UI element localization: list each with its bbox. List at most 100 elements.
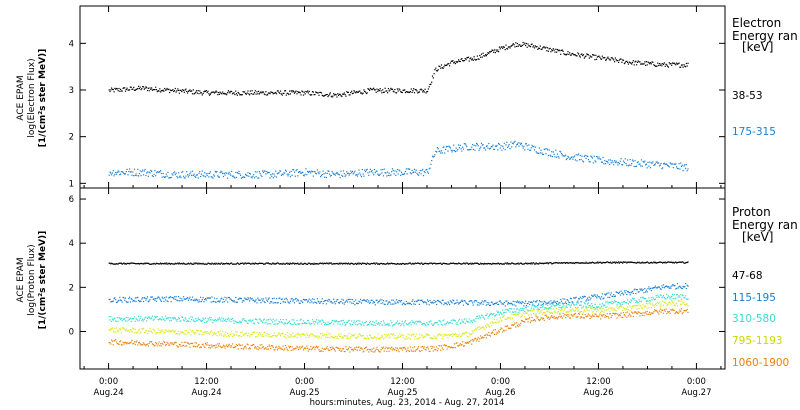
data-point: [172, 297, 174, 299]
data-point: [456, 299, 458, 301]
data-point: [533, 45, 535, 47]
data-point: [529, 310, 532, 312]
data-point: [680, 298, 683, 300]
data-point: [120, 171, 122, 173]
data-point: [220, 170, 222, 172]
data-point: [364, 171, 367, 173]
data-point: [561, 306, 563, 308]
data-point: [636, 161, 638, 164]
data-point: [535, 151, 537, 153]
data-point: [508, 317, 510, 319]
data-point: [200, 320, 202, 322]
data-point: [208, 332, 210, 334]
data-point: [158, 90, 160, 92]
data-point: [397, 173, 399, 175]
data-point: [502, 316, 505, 318]
data-point: [616, 162, 618, 164]
data-point: [572, 53, 574, 55]
data-point: [613, 294, 615, 296]
data-point: [459, 301, 461, 303]
data-point: [484, 300, 486, 302]
data-point: [542, 304, 545, 306]
data-point: [168, 263, 170, 265]
data-point: [393, 263, 395, 265]
data-point: [121, 320, 123, 322]
data-point: [622, 59, 624, 61]
data-point: [525, 44, 527, 47]
data-point: [179, 332, 181, 334]
data-point: [503, 315, 505, 317]
data-point: [316, 92, 318, 94]
data-point: [559, 150, 561, 152]
data-point: [540, 262, 542, 264]
data-point: [636, 305, 638, 307]
data-point: [279, 321, 281, 323]
data-point: [232, 175, 234, 177]
data-point: [227, 318, 229, 320]
data-point: [582, 311, 585, 313]
data-point: [343, 92, 345, 94]
data-point: [261, 175, 263, 178]
data-point: [441, 324, 443, 326]
data-point: [464, 300, 466, 302]
data-point: [370, 171, 372, 173]
data-point: [370, 88, 372, 90]
data-point: [437, 69, 439, 71]
data-point: [302, 91, 304, 93]
data-point: [342, 93, 345, 95]
data-point: [496, 301, 498, 303]
data-point: [642, 160, 644, 163]
data-point: [677, 168, 679, 170]
data-point: [272, 177, 274, 179]
data-point: [334, 350, 336, 352]
data-point: [532, 46, 534, 48]
data-point: [433, 73, 435, 75]
data-point: [215, 320, 217, 322]
data-point: [172, 329, 174, 331]
data-point: [346, 348, 348, 350]
data-point: [355, 337, 357, 339]
data-point: [188, 263, 190, 265]
data-point: [680, 286, 682, 288]
data-point: [192, 174, 194, 176]
data-point: [369, 168, 371, 170]
data-point: [126, 342, 128, 344]
data-point: [499, 262, 501, 265]
data-point: [481, 315, 483, 317]
data-point: [461, 150, 463, 152]
data-point: [211, 319, 213, 321]
data-point: [658, 286, 661, 288]
data-point: [471, 330, 474, 332]
data-point: [617, 307, 619, 310]
data-point: [488, 315, 490, 317]
data-point: [326, 323, 328, 326]
data-point: [235, 176, 238, 178]
data-point: [342, 336, 344, 338]
data-point: [289, 323, 291, 325]
data-point: [135, 173, 137, 175]
data-point: [369, 320, 371, 322]
data-point: [306, 333, 308, 335]
data-point: [665, 303, 667, 305]
data-point: [627, 63, 629, 65]
data-point: [600, 310, 603, 312]
data-point: [445, 148, 447, 150]
data-point: [227, 345, 229, 347]
data-point: [542, 153, 545, 156]
data-point: [331, 320, 333, 322]
data-point: [520, 315, 523, 317]
data-point: [489, 334, 491, 336]
data-point: [521, 307, 523, 309]
data-point: [602, 304, 604, 306]
data-point: [572, 301, 574, 303]
data-point: [218, 331, 220, 333]
data-point: [316, 319, 318, 321]
data-point: [459, 343, 461, 345]
data-point: [237, 91, 239, 93]
data-point: [643, 63, 645, 65]
data-point: [409, 91, 411, 93]
data-point: [319, 262, 321, 264]
data-point: [227, 263, 229, 265]
data-point: [244, 262, 247, 264]
y-tick-label-0-0: 1: [69, 179, 74, 189]
